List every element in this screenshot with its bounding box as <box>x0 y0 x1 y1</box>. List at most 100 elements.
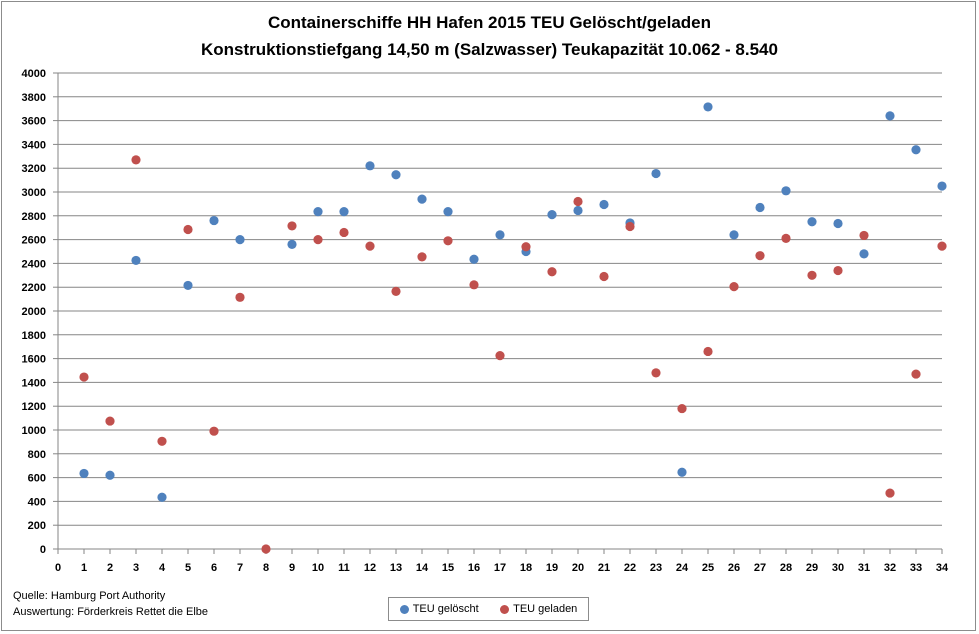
x-tick-label: 0 <box>55 562 61 574</box>
legend-label-geladen: TEU geladen <box>513 603 578 615</box>
point-teu-geladen <box>417 252 427 262</box>
analysis-note: Auswertung: Förderkreis Rettet die Elbe <box>13 606 209 618</box>
x-tick-label: 22 <box>624 562 636 574</box>
point-teu-geladen <box>885 488 895 498</box>
y-tick-label: 4000 <box>22 68 46 80</box>
x-tick-label: 5 <box>185 562 191 574</box>
y-tick-label: 1000 <box>22 425 46 437</box>
y-tick-label: 800 <box>28 449 46 461</box>
x-tick-label: 11 <box>338 562 350 574</box>
point-teu-geladen <box>651 368 661 378</box>
x-tick-label: 6 <box>211 562 217 574</box>
point-teu-geloescht <box>885 111 895 121</box>
x-tick-label: 28 <box>780 562 792 574</box>
point-teu-geladen <box>131 155 141 165</box>
point-teu-geloescht <box>105 470 115 480</box>
point-teu-geladen <box>937 241 947 251</box>
x-tick-label: 31 <box>858 562 870 574</box>
point-teu-geloescht <box>495 230 505 240</box>
point-teu-geloescht <box>833 218 843 229</box>
point-teu-geladen <box>183 224 193 235</box>
point-teu-geladen <box>105 416 115 426</box>
y-tick-label: 2200 <box>22 282 46 294</box>
point-teu-geladen <box>755 251 765 261</box>
chart-title: Containerschiffe HH Hafen 2015 TEU Gelös… <box>267 13 712 32</box>
point-teu-geladen <box>833 265 843 276</box>
y-tick-label: 600 <box>28 473 46 485</box>
point-teu-geloescht <box>443 207 453 217</box>
y-tick-label: 3200 <box>22 163 46 175</box>
chart-subtitle: Konstruktionstiefgang 14,50 m (Salzwasse… <box>201 40 778 59</box>
x-tick-label: 4 <box>159 562 166 574</box>
point-teu-geladen <box>599 271 609 282</box>
point-teu-geladen <box>209 426 219 436</box>
x-tick-label: 9 <box>289 562 295 574</box>
point-teu-geloescht <box>755 202 765 213</box>
legend-entry-geladen: TEU geladen <box>500 603 577 615</box>
x-tick-label: 29 <box>806 562 818 574</box>
point-teu-geloescht <box>937 181 947 191</box>
point-teu-geloescht <box>209 215 219 226</box>
point-teu-geloescht <box>79 468 89 479</box>
x-tick-label: 19 <box>546 562 558 574</box>
y-tick-label: 3400 <box>22 139 46 151</box>
point-teu-geloescht <box>807 217 817 227</box>
point-teu-geloescht <box>599 199 609 210</box>
y-tick-label: 2600 <box>22 235 46 247</box>
x-tick-label: 24 <box>676 562 689 574</box>
point-teu-geloescht <box>729 230 739 240</box>
y-tick-label: 200 <box>28 520 46 532</box>
point-teu-geloescht <box>781 186 791 196</box>
y-tick-label: 2000 <box>22 306 46 318</box>
x-tick-label: 34 <box>936 562 949 574</box>
x-tick-label: 21 <box>598 562 610 574</box>
point-teu-geloescht <box>573 205 583 216</box>
point-teu-geladen <box>807 270 817 280</box>
point-teu-geloescht <box>859 249 869 259</box>
x-tick-label: 8 <box>263 562 269 574</box>
point-teu-geladen <box>391 286 401 296</box>
point-teu-geladen <box>235 292 245 302</box>
x-tick-label: 17 <box>494 562 506 574</box>
x-tick-label: 15 <box>442 562 454 574</box>
point-teu-geladen <box>261 544 271 554</box>
legend: TEU gelöscht TEU geladen <box>388 597 589 621</box>
y-tick-label: 3800 <box>22 92 46 104</box>
x-tick-label: 1 <box>81 562 87 574</box>
point-teu-geloescht <box>131 255 141 266</box>
x-tick-label: 13 <box>390 562 402 574</box>
legend-label-geloescht: TEU gelöscht <box>412 603 479 615</box>
point-teu-geloescht <box>313 207 323 217</box>
legend-marker-geladen <box>500 604 510 614</box>
point-teu-geloescht <box>287 239 297 249</box>
y-tick-label: 3000 <box>22 187 46 199</box>
point-teu-geladen <box>625 221 635 232</box>
x-tick-label: 3 <box>133 562 139 574</box>
x-tick-label: 26 <box>728 562 740 574</box>
point-teu-geladen <box>469 280 479 290</box>
x-tick-label: 10 <box>312 562 324 574</box>
y-tick-label: 1600 <box>22 354 46 366</box>
legend-entry-geloescht: TEU gelöscht <box>399 603 479 615</box>
x-tick-label: 18 <box>520 562 532 574</box>
x-tick-label: 30 <box>832 562 844 574</box>
y-tick-label: 1200 <box>22 401 46 413</box>
y-tick-label: 1400 <box>22 377 46 389</box>
point-teu-geloescht <box>677 467 687 477</box>
point-teu-geladen <box>495 351 505 361</box>
point-teu-geloescht <box>703 102 713 112</box>
y-tick-label: 3600 <box>22 116 46 128</box>
point-teu-geladen <box>781 233 791 244</box>
legend-marker-geloescht <box>399 604 409 614</box>
point-teu-geladen <box>157 436 167 446</box>
point-teu-geladen <box>573 196 583 207</box>
point-teu-geladen <box>703 346 713 357</box>
x-tick-label: 25 <box>702 562 714 574</box>
y-tick-label: 2400 <box>22 258 46 270</box>
y-tick-label: 0 <box>40 544 46 556</box>
y-tick-label: 2800 <box>22 211 46 223</box>
point-teu-geladen <box>677 403 687 414</box>
point-teu-geloescht <box>235 235 245 245</box>
